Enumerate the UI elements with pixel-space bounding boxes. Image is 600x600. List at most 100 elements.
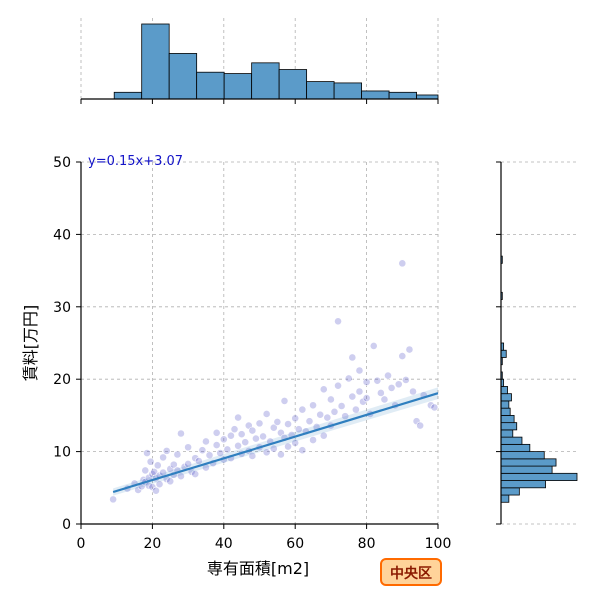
scatter-point: [284, 442, 292, 451]
scatter-point: [373, 376, 382, 385]
right-histogram-bar: [500, 414, 515, 424]
x-tick-label: 40: [215, 536, 233, 552]
scatter-point: [159, 453, 168, 462]
scatter-point: [337, 402, 346, 410]
scatter-point: [284, 420, 292, 428]
scatter-point: [177, 472, 185, 481]
top-histogram-bar: [416, 94, 439, 100]
top-histogram-ticks: [80, 99, 439, 104]
top-histogram-bar: [168, 53, 198, 100]
scatter-point: [143, 449, 151, 457]
scatter-point: [355, 366, 364, 375]
scatter-point: [230, 425, 239, 434]
scatter-point: [227, 431, 235, 440]
scatter-point: [280, 397, 289, 405]
right-histogram-bar: [500, 400, 510, 409]
scatter-point: [384, 371, 392, 380]
y-tick-label: 50: [53, 155, 71, 171]
y-axis-ticks: 0 10 20 30 40 50: [53, 155, 81, 533]
scatter-point: [155, 480, 164, 489]
scatter-point: [394, 380, 403, 389]
top-histogram: [80, 18, 439, 104]
right-histogram-bar: [500, 422, 518, 431]
scatter-point: [152, 486, 160, 495]
y-tick-label: 20: [53, 372, 71, 388]
scatter-point: [362, 378, 371, 386]
regression-equation: y=0.15x+3.07: [88, 154, 183, 169]
scatter-point: [194, 457, 203, 465]
main-plot: 0 20 40 60 80 100 0 10 20 30 40 50 y=0.15x+3.07 専有…: [21, 154, 451, 578]
scatter-point: [109, 495, 118, 504]
scatter-point: [184, 443, 192, 452]
scatter-point: [305, 417, 314, 426]
scatter-point: [205, 451, 214, 460]
right-histogram-bar: [500, 393, 512, 402]
scatter-point: [291, 414, 300, 423]
scatter-point: [298, 446, 307, 455]
x-tick-label: 80: [358, 536, 376, 552]
scatter-point: [323, 413, 332, 422]
scatter-point: [334, 317, 342, 326]
right-histogram-bar: [500, 465, 553, 474]
y-axis-label: 賃料[万円]: [21, 305, 40, 382]
scatter-point: [341, 412, 350, 421]
right-histogram-bar: [500, 429, 514, 438]
right-histogram-bar: [500, 487, 520, 496]
scatter-point: [248, 452, 257, 460]
scatter-point: [319, 431, 328, 440]
scatter-point: [252, 434, 260, 443]
top-histogram-bar: [196, 71, 225, 100]
scatter-point: [398, 352, 407, 360]
top-histogram-bar: [223, 73, 253, 100]
y-tick-label: 0: [62, 517, 71, 533]
scatter-point: [405, 345, 414, 354]
y-tick-label: 10: [53, 445, 71, 461]
scatter-point: [316, 410, 325, 419]
scatter-point: [150, 467, 159, 476]
scatter-point: [173, 450, 182, 459]
right-histogram-bar: [500, 451, 545, 460]
area-badge-box: [380, 558, 442, 586]
scatter-point: [355, 387, 364, 396]
scatter-points: [109, 259, 439, 504]
scatter-point: [409, 387, 417, 396]
x-tick-label: 20: [143, 536, 161, 552]
right-histogram-bar: [500, 386, 508, 395]
regression-line: [112, 392, 439, 494]
scatter-point: [191, 470, 200, 478]
top-histogram-bar: [306, 81, 335, 100]
scatter-point: [234, 441, 242, 450]
scatter-point: [141, 466, 150, 475]
scatter-point: [369, 341, 378, 350]
scatter-point: [401, 376, 410, 384]
scatter-point: [269, 423, 278, 432]
scatter-point: [146, 457, 155, 466]
right-histogram-bar: [500, 436, 523, 445]
scatter-point: [177, 429, 185, 438]
scatter-point: [291, 439, 300, 447]
scatter-point: [380, 395, 389, 404]
scatter-point: [212, 428, 221, 437]
right-histogram-bar: [500, 480, 546, 489]
scatter-point: [237, 430, 246, 439]
scatter-point: [376, 389, 385, 397]
scatter-point: [326, 395, 335, 404]
x-tick-label: 0: [77, 536, 86, 552]
right-histogram: [496, 161, 578, 525]
scatter-point: [212, 441, 221, 449]
scatter-point: [198, 446, 207, 455]
scatter-point: [262, 448, 271, 457]
scatter-point: [351, 405, 360, 414]
regression-band: [112, 387, 439, 496]
scatter-point: [169, 460, 178, 469]
scatter-point: [166, 477, 175, 486]
top-histogram-bar: [251, 62, 280, 100]
scatter-point: [387, 383, 396, 392]
scatter-point: [273, 418, 282, 426]
top-histogram-bar: [361, 90, 390, 100]
right-histogram-bar: [500, 494, 510, 503]
scatter-point: [241, 438, 250, 447]
area-badge: 中央区: [380, 558, 442, 586]
area-badge-label: 中央区: [390, 565, 432, 582]
